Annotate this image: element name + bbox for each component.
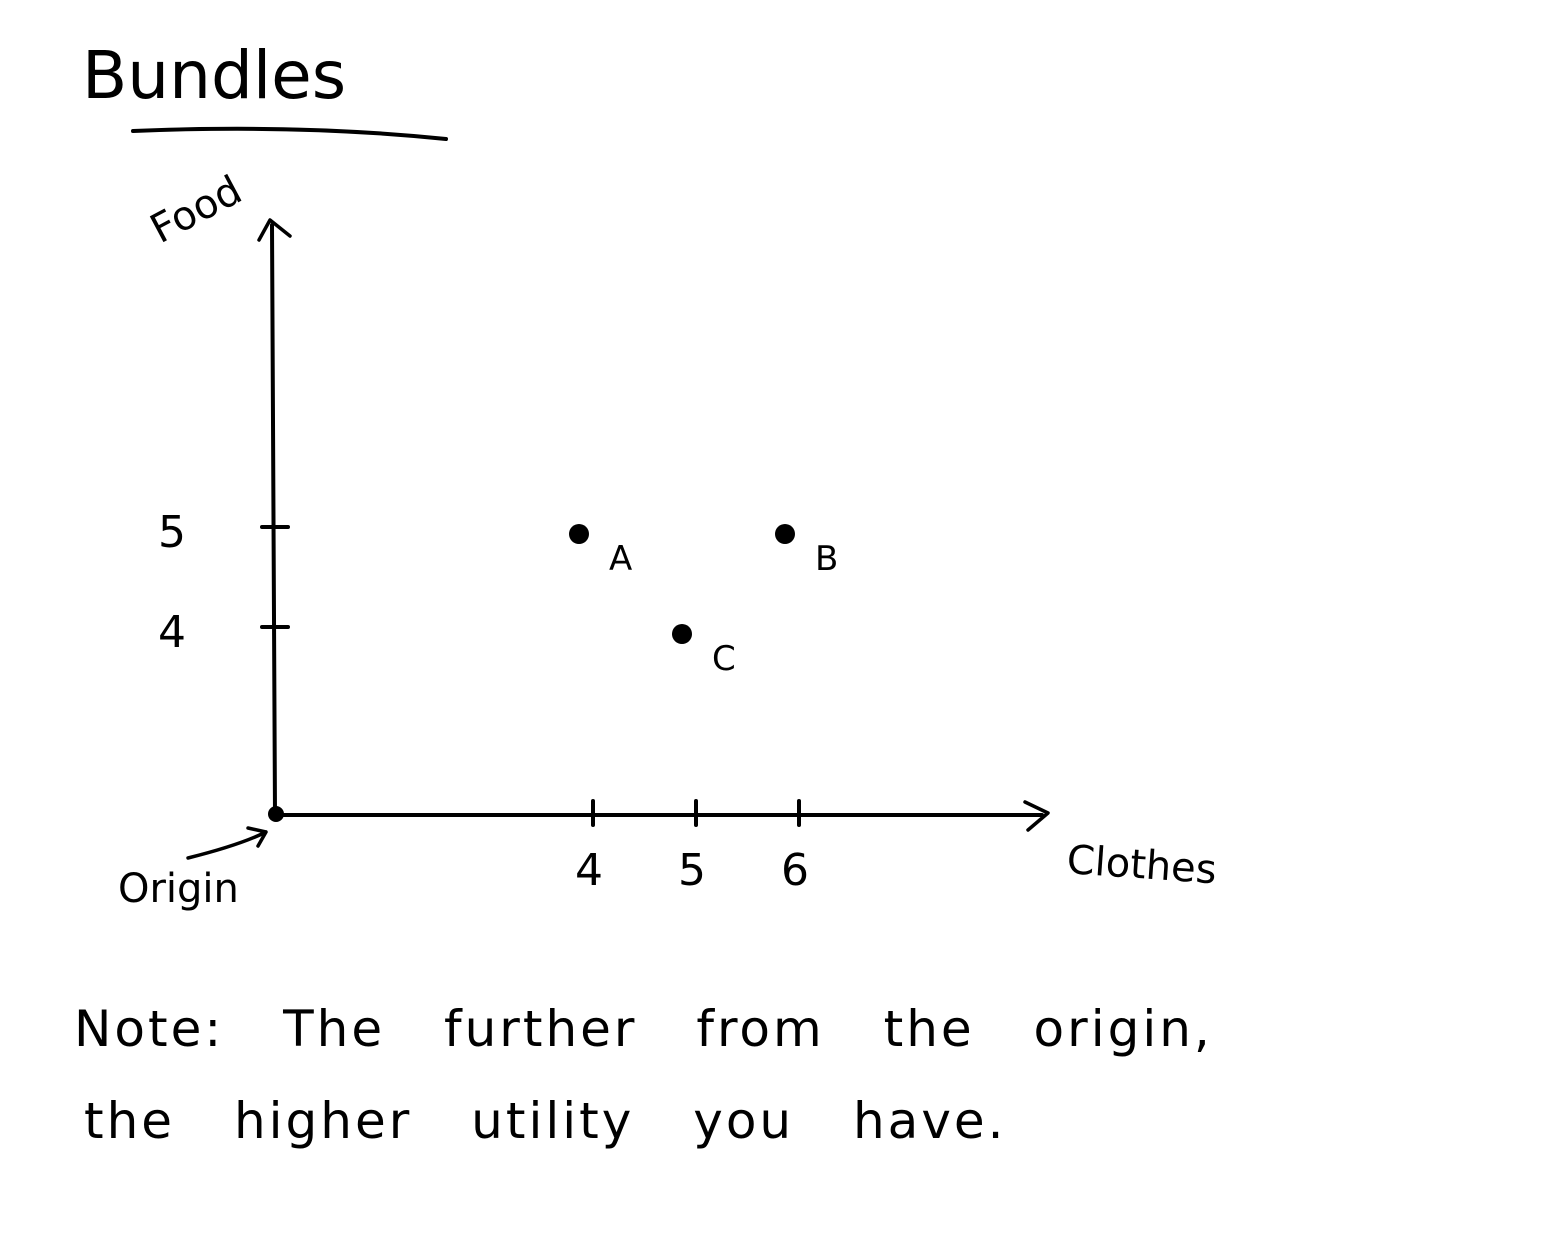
y-axis-arrowhead: [257, 218, 292, 242]
title-underline: [131, 126, 448, 141]
origin-pointer-arrow: [186, 826, 268, 860]
point-a: [569, 524, 589, 544]
points: A B C: [569, 524, 838, 679]
y-tick-label: 5: [158, 507, 186, 558]
x-axis-arrowhead: [1023, 800, 1050, 832]
point-label-a: A: [609, 539, 632, 579]
point-label-b: B: [815, 539, 838, 579]
x-tick-label: 6: [781, 845, 809, 896]
point-label-c: C: [712, 639, 736, 679]
point-c: [672, 624, 692, 644]
note-line-1: Note: The further from the origin,: [74, 1000, 1213, 1058]
axes: Food Clothes Origin: [118, 167, 1218, 912]
origin-dot: [268, 806, 284, 822]
y-axis-line: [270, 223, 277, 817]
ticks: 4 5 6 4 5: [158, 507, 809, 896]
x-tick-label: 5: [678, 845, 706, 896]
chart-title: Bundles: [82, 37, 346, 114]
point-b: [775, 524, 795, 544]
y-tick-label: 4: [158, 607, 186, 658]
x-axis-label: Clothes: [1065, 837, 1218, 893]
y-axis-label: Food: [143, 167, 249, 253]
note-line-2: the higher utility you have.: [84, 1092, 1007, 1150]
x-tick-label: 4: [575, 845, 603, 896]
origin-label: Origin: [118, 866, 239, 912]
